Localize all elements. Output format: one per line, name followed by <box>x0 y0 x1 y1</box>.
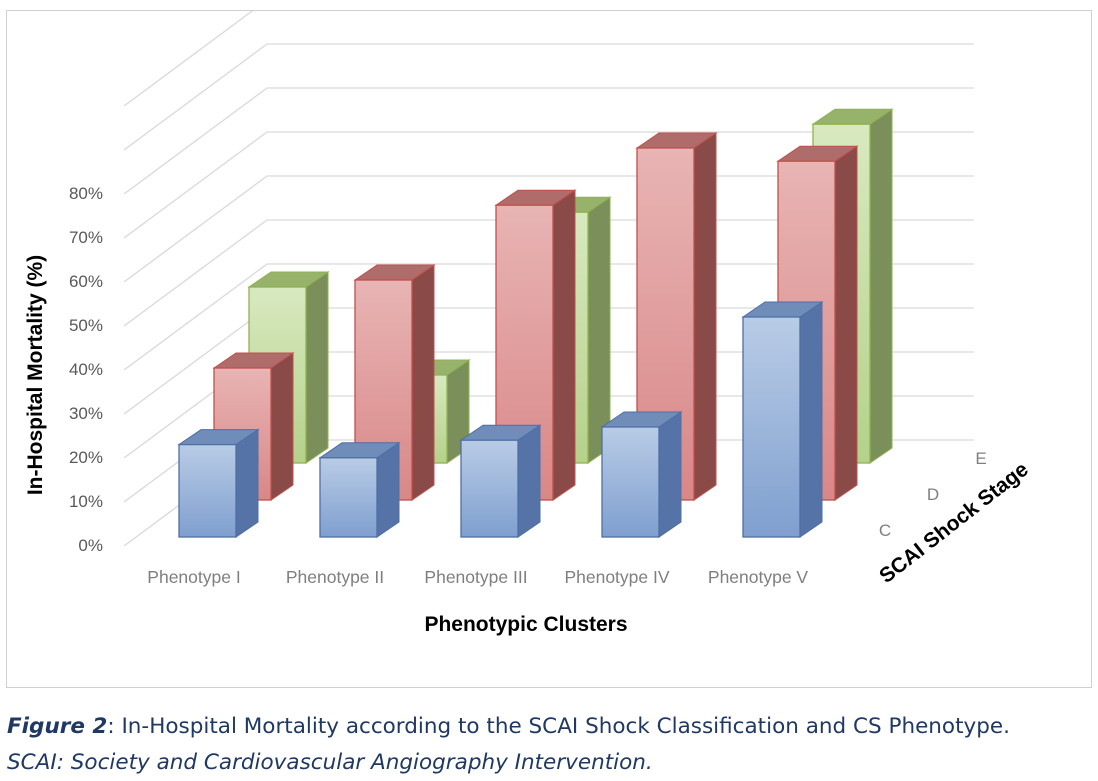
bar-side <box>517 424 541 538</box>
y-tick-label: 20% <box>69 448 103 467</box>
bar-side <box>305 271 329 464</box>
bar-side <box>376 441 400 538</box>
bar-front <box>178 443 237 538</box>
bar-side <box>552 189 576 501</box>
bar-front <box>460 439 519 538</box>
z-axis-title: SCAI Shock Stage <box>875 458 1033 588</box>
bar-side <box>270 352 294 501</box>
y-tick-label: 30% <box>69 404 103 423</box>
bar-front <box>601 426 660 538</box>
gridline <box>123 219 974 327</box>
bar-side <box>693 132 717 501</box>
y-tick-label: 70% <box>69 228 103 247</box>
caption-line-1: Figure 2: In-Hospital Mortality accordin… <box>7 709 1095 745</box>
bar-side <box>587 196 611 464</box>
x-tick-label: Phenotype IV <box>564 567 669 587</box>
bar-front <box>742 316 801 538</box>
x-tick-label: Phenotype III <box>424 567 527 587</box>
y-tick-label: 80% <box>69 184 103 203</box>
bar-C-2 <box>318 441 401 538</box>
caption-text: : In-Hospital Mortality according to the… <box>107 714 1010 739</box>
depth-tick-label: E <box>975 449 986 468</box>
y-tick-label: 50% <box>69 316 103 335</box>
x-axis-title: Phenotypic Clusters <box>424 613 627 636</box>
bar-side <box>834 145 858 501</box>
gridlines <box>123 11 974 547</box>
gridline <box>123 131 974 239</box>
figure-caption: Figure 2: In-Hospital Mortality accordin… <box>7 709 1095 781</box>
y-tick-label: 40% <box>69 360 103 379</box>
x-tick-label: Phenotype V <box>708 567 809 587</box>
bar-chart-3d: 0% 10% 20% 30% 40% 50% 60% 70% 80% Phenotype I Phe… <box>24 11 1033 636</box>
bar-side <box>799 301 823 538</box>
y-tick-label: 10% <box>69 492 103 511</box>
y-axis-title: In-Hospital Mortality (%) <box>24 255 47 495</box>
bar-C-5 <box>741 301 824 538</box>
bar-side <box>869 108 893 464</box>
x-tick-label: Phenotype I <box>147 567 240 587</box>
gridline <box>123 43 974 151</box>
bar-side <box>235 428 259 538</box>
y-tick-label: 60% <box>69 272 103 291</box>
bar-front <box>319 457 378 538</box>
bar-side <box>411 264 435 501</box>
bar-side <box>658 411 682 538</box>
gridline <box>123 87 974 195</box>
axis-labels: 0% 10% 20% 30% 40% 50% 60% 70% 80% Phenotype I Phe… <box>69 184 987 587</box>
y-tick-label: 0% <box>78 536 103 555</box>
chart-frame: 0% 10% 20% 30% 40% 50% 60% 70% 80% Phenotype I Phe… <box>6 10 1092 688</box>
x-tick-label: Phenotype II <box>286 567 384 587</box>
caption-line-2: SCAI: Society and Cardiovascular Angiogr… <box>7 750 653 775</box>
depth-tick-label: C <box>879 521 891 540</box>
gridline <box>123 11 254 107</box>
gridline <box>123 263 974 371</box>
depth-tick-label: D <box>927 485 939 504</box>
figure-label: Figure 2 <box>7 714 108 739</box>
gridline <box>123 175 974 283</box>
bar-C-3 <box>459 424 542 538</box>
bars <box>177 108 894 538</box>
bar-C-1 <box>177 428 260 538</box>
bar-C-4 <box>600 411 683 538</box>
